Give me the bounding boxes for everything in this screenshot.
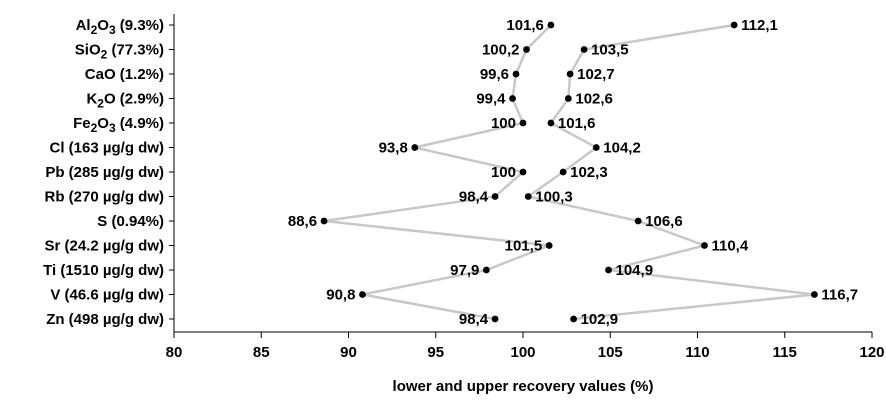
x-tick-label: 85	[253, 344, 270, 361]
series-1-point	[547, 21, 555, 29]
category-label: Fe2O3 (4.9%)	[73, 115, 164, 135]
series-1-data-label: 98,4	[459, 311, 489, 328]
x-tick-label: 100	[510, 344, 535, 361]
series-1-data-label: 97,9	[450, 262, 479, 279]
series-2-data-label: 102,3	[570, 164, 608, 181]
series-1-data-label: 99,4	[476, 91, 506, 108]
x-tick-label: 80	[166, 344, 183, 361]
series-1-data-label: 101,5	[505, 238, 543, 255]
series-2-point	[566, 70, 574, 78]
series-2-data-label: 106,6	[645, 213, 683, 230]
series-2-point	[524, 193, 532, 200]
series-2-point	[592, 144, 600, 151]
x-tick-label: 105	[598, 344, 623, 361]
series-1-data-label: 98,4	[459, 189, 489, 206]
series-2-data-label: 102,9	[581, 311, 619, 328]
category-label: V (46.6 µg/g dw)	[50, 287, 164, 304]
series-2-data-label: 104,9	[616, 262, 654, 279]
series-2-point	[730, 21, 738, 29]
series-1-data-label: 93,8	[379, 140, 408, 157]
series-1-point	[519, 168, 527, 176]
series-2-data-label: 110,4	[711, 238, 748, 255]
category-label: Cl (163 µg/g dw)	[50, 140, 165, 157]
series-1-data-label: 101,6	[506, 17, 544, 34]
series-2-point	[701, 242, 708, 249]
series-1-point	[359, 291, 366, 298]
series-2-point	[547, 119, 555, 127]
series-1-point	[509, 95, 516, 102]
series-1-point	[491, 193, 499, 200]
series-2-data-label: 101,6	[558, 115, 596, 132]
series-1-point	[523, 46, 530, 53]
category-labels: Al2O3 (9.3%) SiO2 (77.3%) CaO (1.2%) K2O (2…	[43, 17, 164, 328]
series-2-point	[570, 315, 578, 323]
series-1-point	[491, 315, 499, 323]
category-label: Pb (285 µg/g dw)	[45, 164, 164, 181]
category-label: SiO2 (77.3%)	[75, 42, 164, 62]
series-1-data-label: 88,6	[288, 213, 317, 230]
x-tick-label: 115	[773, 344, 797, 361]
series-2-point	[634, 217, 642, 225]
series-2-point	[559, 168, 567, 176]
series-2-point	[811, 291, 818, 298]
series-1-point	[512, 70, 520, 78]
series-2-data-label: 102,6	[575, 91, 613, 108]
series-2-data-label: 102,7	[577, 66, 615, 83]
series-1-point	[545, 242, 553, 249]
category-label: Al2O3 (9.3%)	[76, 17, 164, 37]
series-2-data-label: 112,1	[741, 17, 778, 34]
series-1-data-label: 100,2	[482, 42, 520, 59]
series-1-data-label: 100	[491, 164, 516, 181]
data-labels: 101,6100,299,699,410093,810098,488,6101,…	[288, 17, 858, 328]
series-1-data-label: 90,8	[326, 287, 355, 304]
series-2-data-label: 103,5	[591, 42, 629, 59]
series-2-point	[580, 46, 588, 53]
x-tick-label: 120	[859, 344, 884, 361]
series-1-data-label: 100	[491, 115, 516, 132]
x-axis-title: lower and upper recovery values (%)	[393, 378, 654, 395]
series-1-point	[320, 217, 328, 225]
series-1-data-label: 99,6	[480, 66, 509, 83]
axes	[169, 14, 873, 338]
category-label: Rb (270 µg/g dw)	[45, 189, 164, 206]
series-2-data-label: 100,3	[535, 189, 573, 206]
series-2-data-label: 104,2	[603, 140, 641, 157]
category-label: S (0.94%)	[97, 213, 164, 230]
x-tick-label: 90	[340, 344, 357, 361]
series-1-point	[519, 119, 527, 127]
category-label: Zn (498 µg/g dw)	[46, 311, 164, 328]
series-2-point	[564, 95, 572, 102]
category-label: K2O (2.9%)	[86, 91, 164, 111]
x-tick-labels: 80 85 90 95 100 105 110 115 120	[166, 344, 885, 361]
category-label: Sr (24.2 µg/g dw)	[45, 238, 165, 255]
category-label: Ti (1510 µg/g dw)	[43, 262, 164, 279]
series-1-point	[411, 144, 419, 151]
x-tick-label: 95	[427, 344, 444, 361]
data-points	[320, 21, 818, 323]
series-2-point	[605, 266, 612, 274]
category-label: CaO (1.2%)	[85, 66, 164, 83]
series-2-data-label: 116,7	[821, 287, 858, 304]
series-1-point	[482, 266, 490, 274]
x-tick-label: 110	[685, 344, 709, 361]
series-1-line	[323, 24, 552, 321]
